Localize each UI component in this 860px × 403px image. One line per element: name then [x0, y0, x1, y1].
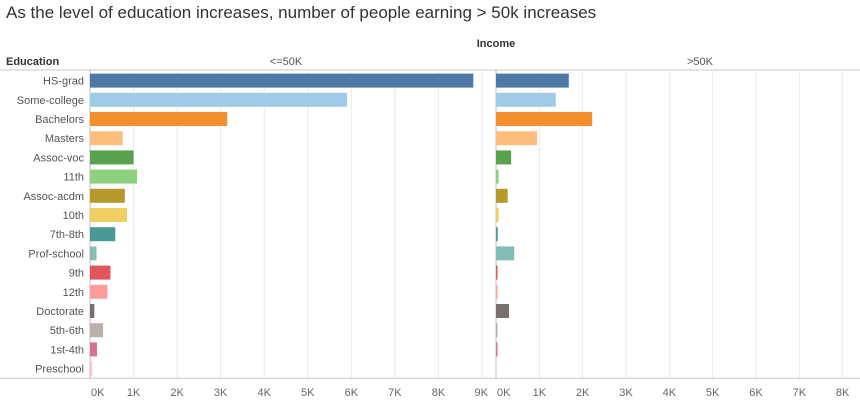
x-tick-label-1-6: 6K — [749, 387, 763, 399]
category-label-assoc-voc: Assoc-voc — [33, 152, 84, 164]
bar-gt50k-masters — [496, 131, 538, 146]
category-label-10th: 10th — [63, 210, 84, 222]
bar-le50k-10th — [90, 208, 128, 222]
bar-gt50k-hs-grad — [496, 73, 569, 88]
bar-gt50k-some-college — [496, 92, 556, 107]
bar-gt50k-1st-4th — [496, 342, 498, 357]
bar-le50k-doctorate — [90, 304, 95, 318]
category-label-doctorate: Doctorate — [36, 306, 84, 318]
bar-gt50k-assoc-voc — [496, 150, 512, 165]
bar-gt50k-5th-6th — [496, 323, 498, 338]
x-tick-label-0-2: 2K — [170, 387, 184, 399]
bar-le50k-1st-4th — [90, 342, 97, 357]
bar-gt50k-7th-8th — [496, 227, 498, 242]
category-label-hs-grad: HS-grad — [43, 76, 84, 88]
x-tick-label-0-7: 7K — [388, 387, 402, 399]
bar-le50k-11th — [90, 169, 138, 184]
x-tick-label-0-9: 9K — [475, 387, 489, 399]
bar-gt50k-10th — [496, 208, 499, 222]
bar-le50k-12th — [90, 284, 108, 299]
category-label-9th: 9th — [69, 268, 84, 280]
category-label-prof-school: Prof-school — [28, 248, 84, 260]
x-tick-label-0-8: 8K — [432, 387, 446, 399]
bar-le50k-5th-6th — [90, 323, 104, 338]
x-tick-label-1-5: 5K — [706, 387, 720, 399]
bar-le50k-preschool — [90, 361, 93, 376]
bar-gt50k-doctorate — [496, 304, 509, 318]
bar-gt50k-12th — [496, 284, 498, 299]
bar-le50k-some-college — [90, 92, 347, 107]
x-tick-label-0-1: 1K — [127, 387, 141, 399]
bar-le50k-prof-school — [90, 246, 97, 261]
bar-gt50k-9th — [496, 265, 498, 280]
panel-header-1: >50K — [687, 56, 714, 68]
category-label-11th: 11th — [63, 172, 84, 184]
row-header-education: Education — [6, 56, 59, 68]
x-tick-label-0-5: 5K — [301, 387, 315, 399]
x-tick-label-1-8: 8K — [836, 387, 850, 399]
bar-le50k-hs-grad — [90, 73, 474, 88]
column-header-income: Income — [477, 38, 516, 50]
x-tick-label-1-3: 3K — [619, 387, 633, 399]
x-tick-label-1-4: 4K — [663, 387, 677, 399]
x-tick-label-1-2: 2K — [576, 387, 590, 399]
x-tick-label-0-0: 0K — [91, 387, 105, 399]
bar-le50k-7th-8th — [90, 227, 116, 242]
bar-gt50k-bachelors — [496, 112, 593, 126]
bar-le50k-assoc-acdm — [90, 188, 125, 203]
category-label-5th-6th: 5th-6th — [50, 325, 84, 337]
panel-header-0: <=50K — [270, 56, 303, 68]
bar-gt50k-11th — [496, 169, 499, 184]
x-tick-label-1-0: 0K — [497, 387, 511, 399]
x-tick-label-0-3: 3K — [214, 387, 228, 399]
category-label-7th-8th: 7th-8th — [50, 229, 84, 241]
x-tick-label-0-4: 4K — [257, 387, 271, 399]
category-label-bachelors: Bachelors — [35, 114, 84, 126]
category-label-preschool: Preschool — [35, 364, 84, 376]
bar-le50k-masters — [90, 131, 123, 146]
bar-gt50k-prof-school — [496, 246, 515, 261]
category-label-1st-4th: 1st-4th — [50, 344, 84, 356]
bar-le50k-bachelors — [90, 112, 228, 126]
category-label-12th: 12th — [63, 287, 84, 299]
x-tick-label-0-6: 6K — [345, 387, 359, 399]
category-label-some-college: Some-college — [17, 95, 84, 107]
chart-title: As the level of education increases, num… — [6, 3, 597, 22]
category-label-assoc-acdm: Assoc-acdm — [23, 191, 84, 203]
bar-le50k-assoc-voc — [90, 150, 134, 165]
category-label-masters: Masters — [45, 133, 85, 145]
bar-le50k-9th — [90, 265, 111, 280]
x-tick-label-1-1: 1K — [533, 387, 547, 399]
bar-gt50k-assoc-acdm — [496, 188, 508, 203]
x-tick-label-1-7: 7K — [793, 387, 807, 399]
